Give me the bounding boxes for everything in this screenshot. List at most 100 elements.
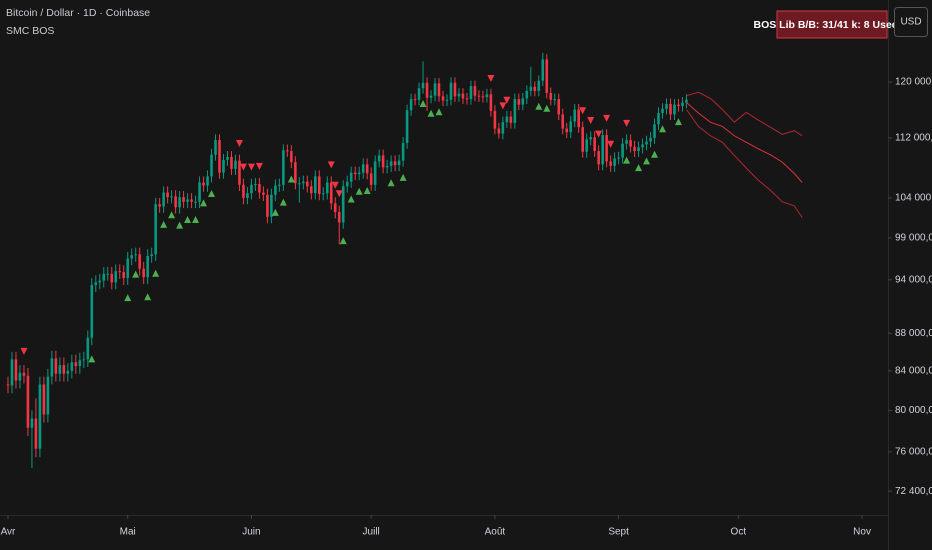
- buy-signal: [363, 186, 371, 194]
- candle-body: [529, 86, 533, 91]
- buy-signal: [355, 187, 363, 195]
- annotation-box: [776, 10, 888, 39]
- currency-button[interactable]: [894, 7, 928, 37]
- candle-body: [621, 143, 624, 158]
- candle-body: [14, 359, 18, 381]
- candle-body: [254, 184, 257, 186]
- candle-body: [266, 194, 269, 217]
- buy-signal: [271, 208, 279, 216]
- candle-body: [381, 155, 385, 168]
- candle-body: [114, 271, 118, 283]
- candle-body: [166, 192, 169, 198]
- candle-body: [637, 147, 640, 152]
- candle-body: [222, 159, 225, 173]
- y-tick-label: 120 000,00: [895, 77, 932, 88]
- buy-signal: [399, 173, 407, 181]
- candle-body: [46, 376, 50, 415]
- candle-body: [210, 154, 213, 177]
- buy-signal: [279, 198, 287, 206]
- candle-body: [214, 140, 217, 155]
- candle-body: [138, 254, 141, 269]
- candle-body: [373, 161, 377, 185]
- currency[interactable]: USD: [900, 17, 921, 28]
- plot-area: [6, 52, 803, 469]
- candle-body: [661, 108, 664, 114]
- candle-body: [509, 116, 513, 123]
- candle-body: [673, 104, 676, 115]
- buy-signal: [659, 125, 667, 133]
- candle-body: [545, 59, 549, 93]
- candle-body: [401, 142, 405, 161]
- candle-body: [433, 83, 437, 96]
- candle-body: [609, 161, 612, 166]
- candle-body: [493, 110, 497, 129]
- candle-body: [449, 82, 453, 100]
- candle-body: [42, 384, 46, 415]
- sell-signal: [623, 119, 631, 127]
- candle-body: [74, 362, 78, 367]
- candle-body: [30, 418, 34, 428]
- sell-signal: [499, 102, 507, 110]
- candle-body: [317, 176, 321, 195]
- buy-signal: [208, 190, 216, 198]
- candle-body: [337, 212, 341, 223]
- candle-body: [18, 372, 22, 381]
- candle-body: [106, 273, 110, 275]
- candle-body: [298, 183, 301, 185]
- candle-body: [385, 165, 389, 168]
- candle-body: [537, 80, 541, 91]
- candle-body: [413, 99, 417, 101]
- candle-body: [246, 193, 249, 198]
- candle-body: [345, 181, 349, 187]
- buy-signal: [152, 269, 160, 277]
- x-tick-label: Oct: [731, 527, 747, 538]
- candle-body: [677, 104, 680, 107]
- sell-signal: [327, 161, 335, 169]
- candle-body: [425, 82, 429, 98]
- sell-signal: [331, 181, 339, 189]
- buy-signal: [651, 150, 659, 158]
- candle-body: [130, 255, 134, 259]
- candle-body: [250, 184, 253, 194]
- candle-body: [110, 273, 114, 283]
- candle-body: [581, 127, 584, 152]
- buy-signal: [132, 270, 140, 278]
- candle-body: [669, 103, 672, 115]
- buy-signal: [339, 237, 347, 245]
- candle-body: [66, 370, 70, 374]
- candle-body: [26, 375, 30, 428]
- candle-body: [377, 155, 381, 162]
- buy-signal: [623, 156, 631, 164]
- candle-body: [82, 359, 86, 361]
- candle-body: [409, 99, 413, 111]
- sell-signal: [247, 163, 255, 171]
- buy-signal: [176, 221, 184, 229]
- candle-body: [473, 86, 477, 96]
- candle-body: [22, 372, 26, 376]
- candle-body: [653, 124, 656, 138]
- candle-body: [309, 186, 313, 194]
- candle-body: [561, 114, 565, 129]
- candle-body: [465, 98, 469, 100]
- candle-body: [146, 256, 149, 278]
- sell-signal: [503, 96, 511, 104]
- candle-body: [62, 365, 66, 374]
- candle-body: [70, 362, 74, 371]
- candle-body: [194, 201, 197, 203]
- sell-signal: [587, 117, 595, 125]
- candle-body: [629, 140, 632, 147]
- sell-signal: [579, 107, 587, 115]
- candle-body: [441, 96, 445, 101]
- candle-body: [405, 110, 409, 143]
- x-tick-label: Nov: [853, 527, 871, 538]
- candle-body: [521, 98, 525, 105]
- candle-body: [126, 258, 130, 279]
- candle-body: [274, 185, 277, 195]
- sell-signal: [255, 162, 263, 170]
- candle-body: [290, 151, 293, 163]
- candle-body: [170, 196, 173, 198]
- candle-body: [501, 122, 505, 134]
- candle-body: [505, 116, 509, 123]
- candle-body: [393, 161, 397, 166]
